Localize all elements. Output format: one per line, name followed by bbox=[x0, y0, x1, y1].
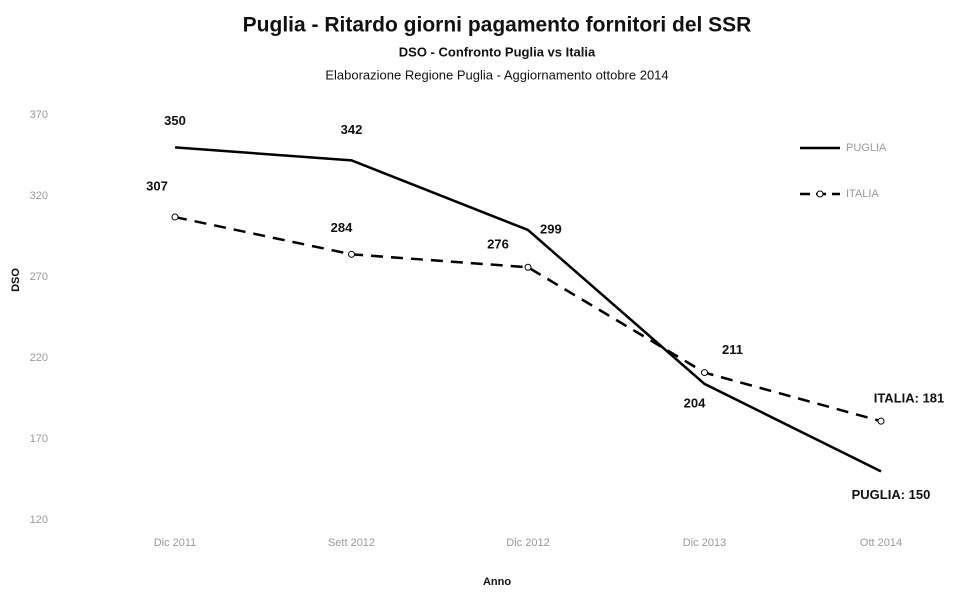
chart-title: Puglia - Ritardo giorni pagamento fornit… bbox=[243, 14, 752, 37]
value-label: 284 bbox=[331, 220, 353, 235]
value-label: PUGLIA: 150 bbox=[852, 487, 931, 502]
x-tick-label: Dic 2012 bbox=[506, 537, 549, 549]
y-tick-label: 320 bbox=[30, 190, 48, 202]
point bbox=[348, 250, 355, 258]
value-label: 211 bbox=[722, 342, 743, 357]
point bbox=[524, 263, 532, 271]
chart-note: Elaborazione Regione Puglia - Aggiorname… bbox=[325, 67, 668, 82]
value-label: 276 bbox=[487, 237, 509, 252]
value-label: 342 bbox=[341, 122, 363, 137]
y-tick-label: 170 bbox=[30, 433, 48, 445]
value-label: ITALIA: 181 bbox=[874, 391, 945, 406]
y-axis-label: DSO bbox=[10, 268, 22, 292]
legend-label: ITALIA bbox=[846, 188, 879, 200]
y-tick-label: 220 bbox=[30, 352, 48, 364]
series-line bbox=[174, 146, 882, 473]
point bbox=[877, 417, 885, 425]
y-tick-label: 370 bbox=[30, 109, 48, 121]
value-label: 299 bbox=[540, 221, 562, 236]
x-axis-label: Anno bbox=[483, 576, 511, 588]
point bbox=[701, 369, 708, 377]
value-label: 204 bbox=[684, 395, 706, 410]
chart-subtitle: DSO - Confronto Puglia vs Italia bbox=[399, 44, 596, 59]
series-line bbox=[174, 215, 882, 423]
x-tick-label: Ott 2014 bbox=[860, 537, 902, 549]
value-label: 350 bbox=[164, 113, 186, 128]
x-tick-label: Sett 2012 bbox=[328, 537, 375, 549]
legend-label: PUGLIA bbox=[846, 142, 887, 154]
x-tick-label: Dic 2011 bbox=[154, 537, 197, 549]
value-label: 307 bbox=[146, 178, 168, 193]
point bbox=[171, 213, 179, 221]
legend-marker bbox=[816, 190, 824, 198]
x-tick-label: Dic 2013 bbox=[683, 537, 726, 549]
y-tick-label: 120 bbox=[30, 514, 48, 526]
y-tick-label: 270 bbox=[30, 271, 48, 283]
